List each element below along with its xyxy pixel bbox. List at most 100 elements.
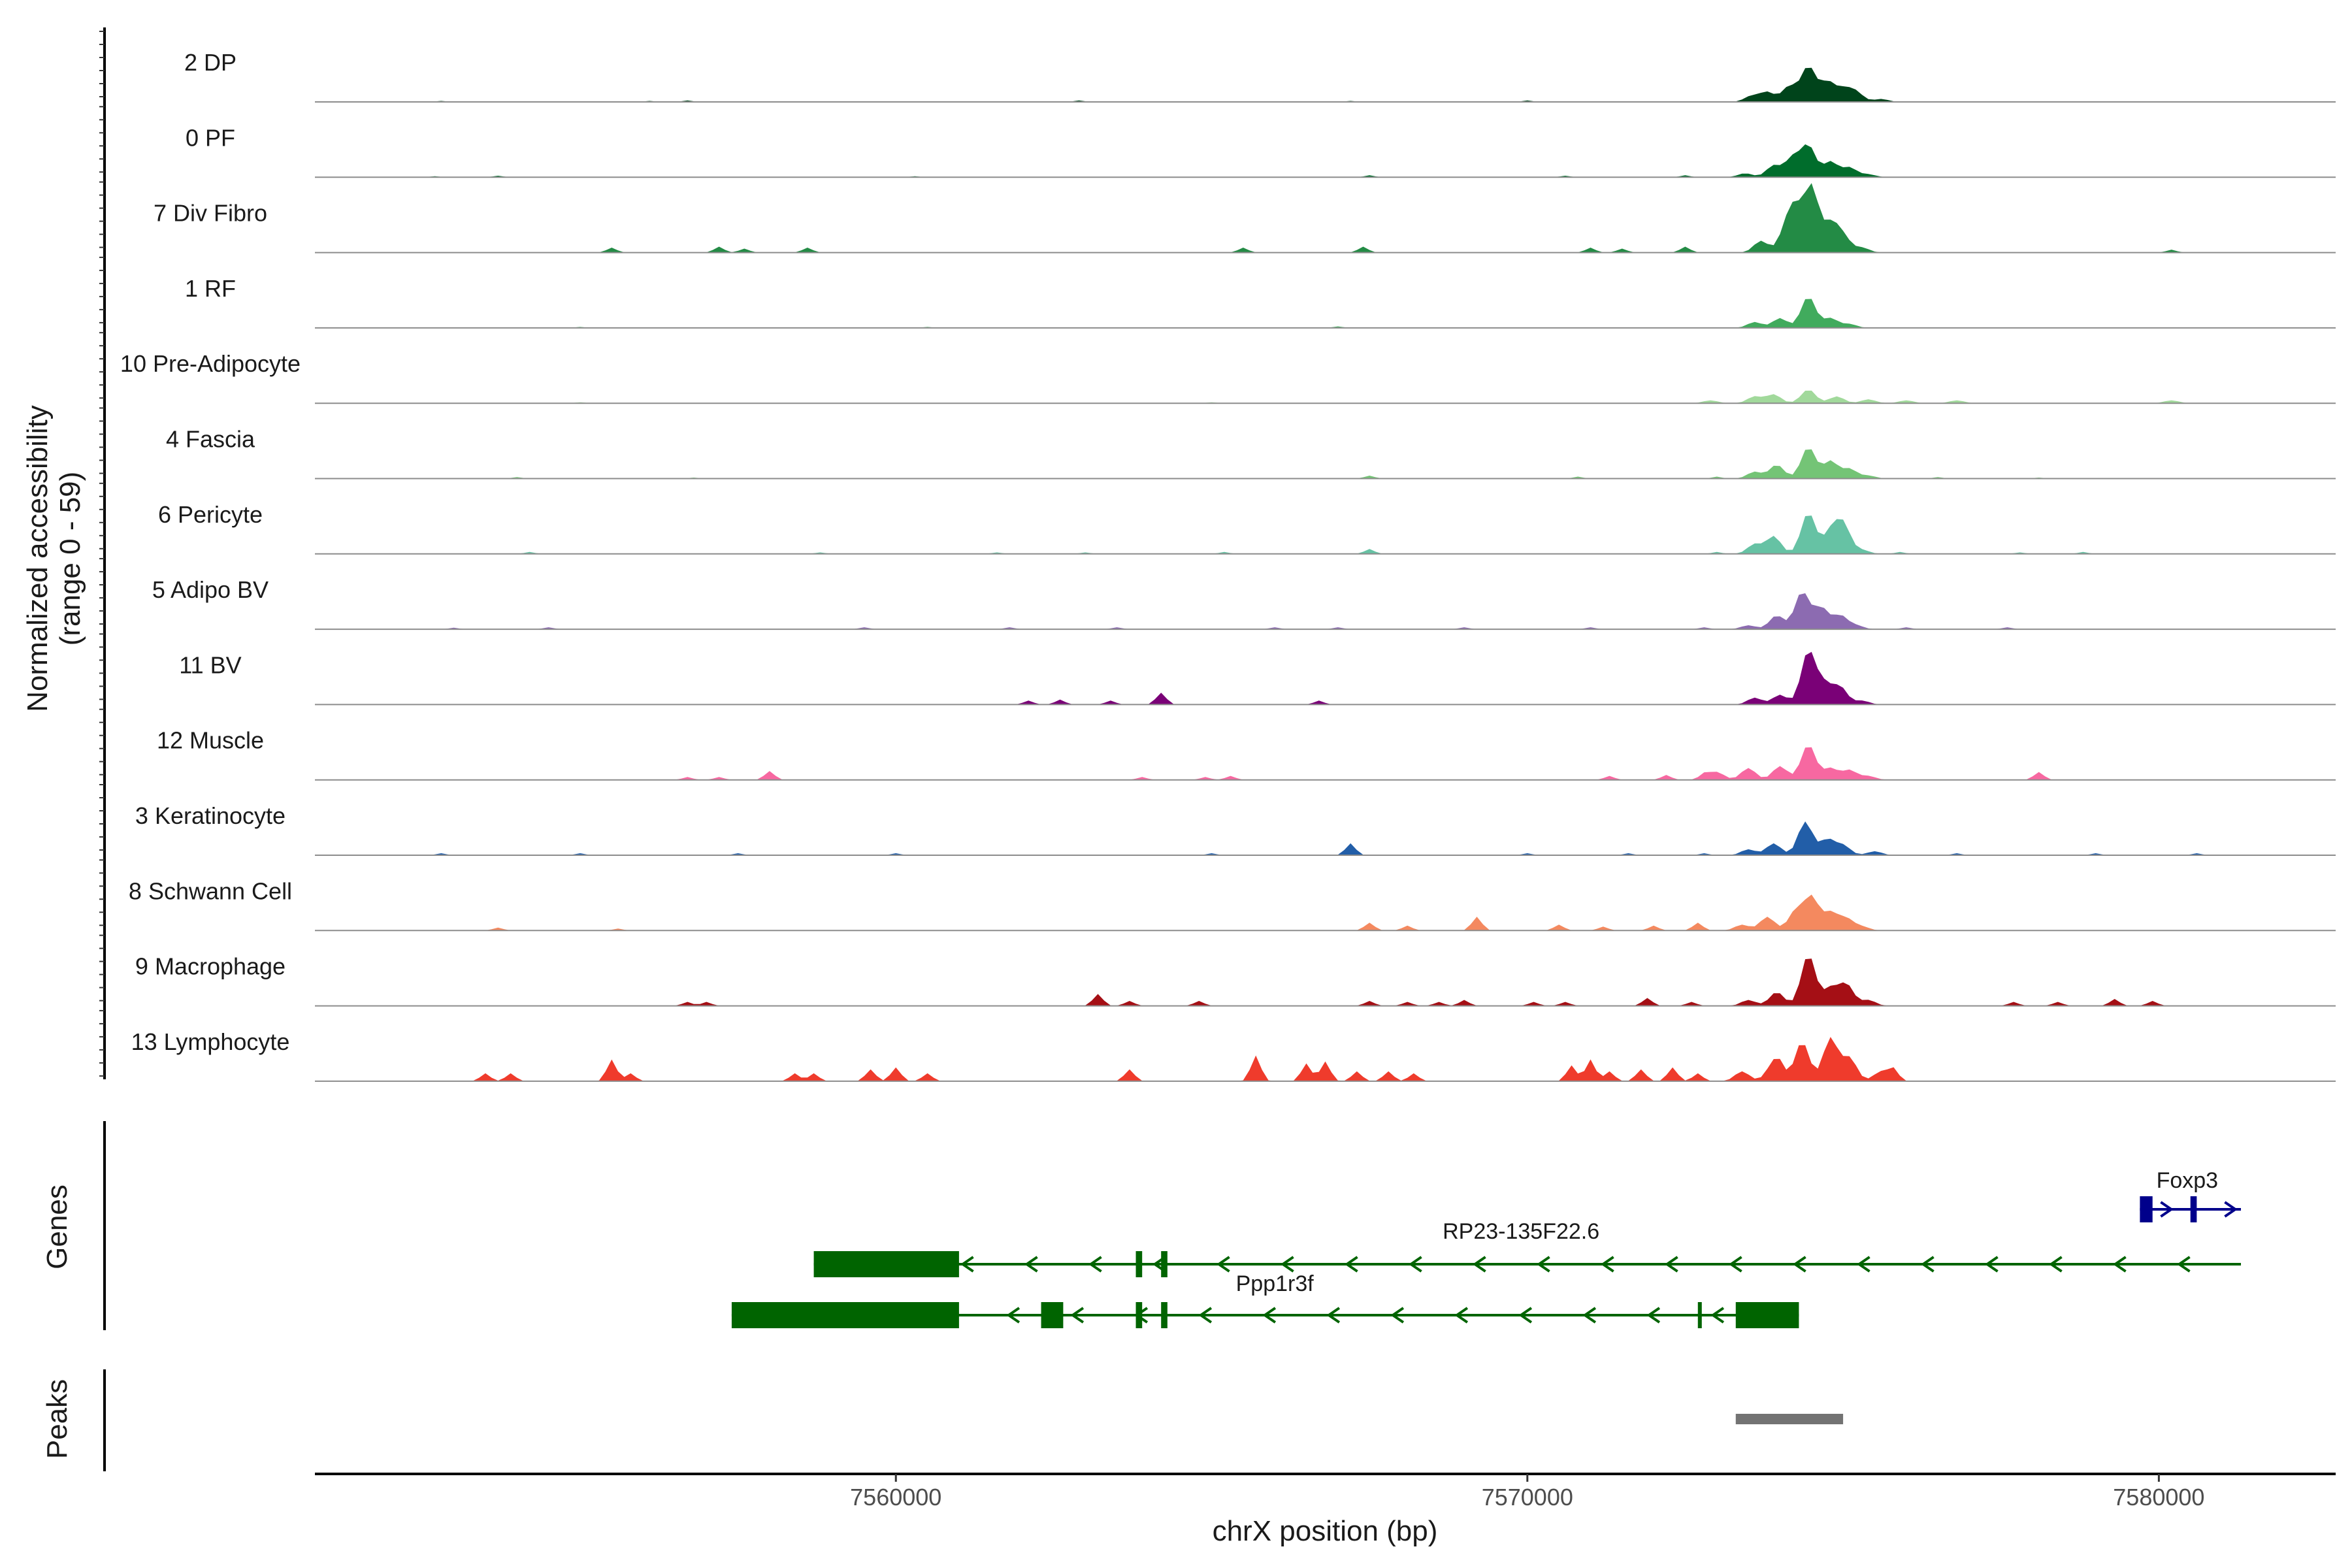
peak-regions bbox=[1735, 1414, 1844, 1424]
strand-arrow bbox=[1582, 1307, 1597, 1324]
strand-arrow bbox=[1857, 1256, 1870, 1273]
track-label: 12 Muscle bbox=[157, 727, 264, 754]
peaks-panel-label: Peaks bbox=[41, 1379, 73, 1459]
strand-arrow bbox=[1710, 1307, 1725, 1324]
exon bbox=[1041, 1302, 1064, 1328]
strand-arrow bbox=[1390, 1307, 1405, 1324]
y-axis-title-line-1: Normalized accessibility bbox=[22, 405, 54, 711]
exon bbox=[2190, 1196, 2197, 1222]
exon bbox=[2140, 1196, 2153, 1222]
coverage-area bbox=[315, 449, 2336, 479]
strand-arrow bbox=[1518, 1307, 1533, 1324]
strand-arrow bbox=[1729, 1256, 1742, 1273]
track-label: 5 Adipo BV bbox=[152, 576, 269, 603]
strand-arrow bbox=[1024, 1256, 1038, 1273]
coverage-area bbox=[315, 67, 2336, 102]
track-label: 10 Pre-Adipocyte bbox=[120, 350, 301, 377]
exon bbox=[1697, 1302, 1702, 1328]
track-5: 4 Fascia bbox=[166, 426, 2336, 480]
strand-arrow bbox=[2049, 1256, 2063, 1273]
coverage-tracks: 2 DP 0 PF 7 Div Fibro 1 RF 10 Pre-Adipocyte 4… bbox=[120, 49, 2336, 1082]
strand-arrow bbox=[1921, 1256, 1935, 1273]
track-12: 9 Macrophage bbox=[135, 953, 2336, 1007]
coverage-area bbox=[315, 183, 2336, 253]
coverage-area bbox=[315, 747, 2336, 780]
strand-arrow bbox=[1409, 1256, 1422, 1273]
exon bbox=[731, 1302, 959, 1328]
gene-label: RP23-135F22.6 bbox=[1443, 1219, 1599, 1244]
coverage-area bbox=[315, 958, 2336, 1006]
track-label: 7 Div Fibro bbox=[154, 200, 267, 227]
gene-foxp3: Foxp3 bbox=[2140, 1168, 2242, 1222]
x-tick-label: 7580000 bbox=[2113, 1484, 2204, 1511]
track-label: 9 Macrophage bbox=[135, 953, 286, 980]
strand-arrow bbox=[1217, 1256, 1230, 1273]
strand-arrow bbox=[1985, 1256, 1999, 1273]
track-label: 11 BV bbox=[179, 651, 241, 678]
strand-arrow bbox=[1198, 1307, 1213, 1324]
coverage-area bbox=[315, 593, 2336, 630]
strand-arrow bbox=[1601, 1256, 1614, 1273]
track-1: 0 PF bbox=[186, 124, 2336, 178]
track-11: 8 Schwann Cell bbox=[129, 877, 2336, 932]
track-label: 8 Schwann Cell bbox=[129, 877, 292, 904]
exon bbox=[1161, 1251, 1168, 1277]
strand-arrow bbox=[2224, 1201, 2238, 1218]
strand-arrow bbox=[1006, 1307, 1021, 1324]
strand-arrow bbox=[1665, 1256, 1678, 1273]
x-tick-label: 7570000 bbox=[1482, 1484, 1573, 1511]
exon bbox=[1135, 1251, 1143, 1277]
track-7: 5 Adipo BV bbox=[152, 576, 2336, 630]
x-tick-label: 7560000 bbox=[850, 1484, 941, 1511]
y-axis-title-line-2: (range 0 - 59) bbox=[54, 472, 86, 646]
track-label: 4 Fascia bbox=[166, 426, 255, 453]
track-13: 13 Lymphocyte bbox=[131, 1028, 2336, 1082]
exon bbox=[813, 1251, 959, 1277]
gene-rp23-135f22-6: RP23-135F22.6 bbox=[813, 1219, 2242, 1277]
exon bbox=[1735, 1302, 1799, 1328]
gene-label: Foxp3 bbox=[2157, 1168, 2219, 1193]
track-label: 13 Lymphocyte bbox=[131, 1028, 290, 1055]
coverage-area bbox=[315, 651, 2336, 705]
strand-arrow bbox=[1262, 1307, 1277, 1324]
track-label: 0 PF bbox=[186, 124, 235, 151]
strand-arrow bbox=[960, 1256, 974, 1273]
strand-arrow bbox=[1326, 1307, 1341, 1324]
gene-annotations: Foxp3 RP23-135F22.6 Ppp1r3f bbox=[731, 1168, 2242, 1328]
track-6: 6 Pericyte bbox=[158, 501, 2336, 555]
genes-panel-label: Genes bbox=[41, 1184, 73, 1269]
x-axis-ticks: 7560000 7570000 7580000 bbox=[850, 1474, 2204, 1511]
track-2: 7 Div Fibro bbox=[154, 183, 2336, 253]
coverage-area bbox=[315, 894, 2336, 931]
track-9: 12 Muscle bbox=[157, 727, 2336, 781]
coverage-area bbox=[315, 144, 2336, 178]
strand-arrow bbox=[1473, 1256, 1486, 1273]
coverage-area bbox=[315, 299, 2336, 328]
x-axis-title: chrX position (bp) bbox=[1213, 1515, 1438, 1547]
track-3: 1 RF bbox=[185, 275, 2336, 329]
y-axis-title: Normalized accessibility (range 0 - 59) bbox=[22, 405, 86, 711]
strand-arrow bbox=[1281, 1256, 1294, 1273]
strand-arrow bbox=[1070, 1307, 1085, 1324]
coverage-y-ticks bbox=[99, 31, 105, 1077]
strand-arrow bbox=[1537, 1256, 1550, 1273]
coverage-area bbox=[315, 390, 2336, 404]
track-4: 10 Pre-Adipocyte bbox=[120, 350, 2336, 404]
gene-ppp1r3f: Ppp1r3f bbox=[731, 1271, 1799, 1328]
track-8: 11 BV bbox=[179, 651, 2336, 706]
exon bbox=[1135, 1302, 1143, 1328]
strand-arrow bbox=[2177, 1256, 2191, 1273]
gene-label: Ppp1r3f bbox=[1236, 1271, 1315, 1296]
strand-arrow bbox=[1793, 1256, 1806, 1273]
peak-bar bbox=[1735, 1414, 1844, 1424]
coverage-area bbox=[315, 515, 2336, 554]
exon bbox=[1161, 1302, 1168, 1328]
track-label: 1 RF bbox=[185, 275, 236, 302]
strand-arrow bbox=[2113, 1256, 2127, 1273]
strand-arrow bbox=[1088, 1256, 1102, 1273]
track-label: 2 DP bbox=[184, 49, 237, 76]
strand-arrow bbox=[1646, 1307, 1661, 1324]
coverage-area bbox=[315, 1037, 2336, 1081]
strand-arrow bbox=[2160, 1201, 2174, 1218]
